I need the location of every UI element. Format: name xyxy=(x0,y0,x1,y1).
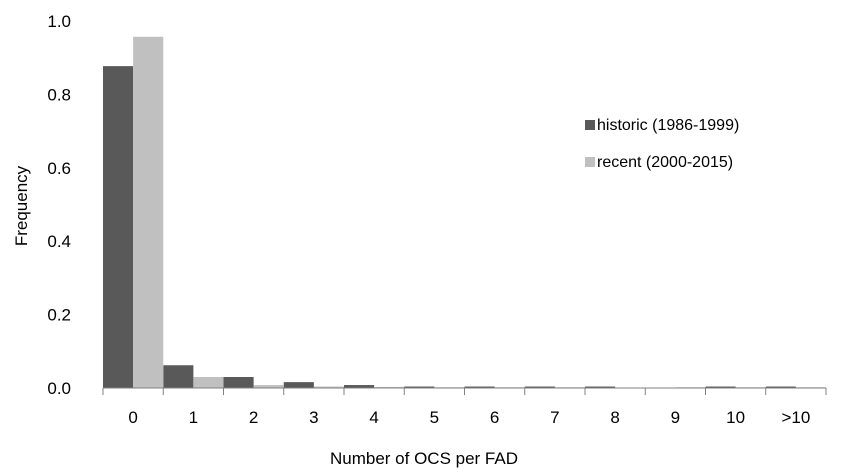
bar-series-1-cat-1 xyxy=(193,376,224,388)
bar-series-0-cat-4 xyxy=(344,385,375,388)
bar-series-0-cat-11 xyxy=(765,386,796,388)
y-tick-label: 0.0 xyxy=(47,379,71,398)
bars-group xyxy=(103,36,827,388)
y-tick-label: 0.8 xyxy=(47,85,71,104)
y-tick-label: 0.2 xyxy=(47,306,71,325)
bar-series-0-cat-2 xyxy=(223,376,254,388)
legend-label-1: recent (2000-2015) xyxy=(597,154,733,171)
y-tick-label: 0.4 xyxy=(47,232,71,251)
bar-series-0-cat-10 xyxy=(705,386,736,388)
x-tick-label: 7 xyxy=(550,408,559,427)
x-tick-label: 6 xyxy=(490,408,499,427)
x-axis-ticks xyxy=(102,388,827,395)
bar-series-0-cat-0 xyxy=(103,66,134,388)
bar-series-1-cat-4 xyxy=(374,386,405,388)
x-tick-label: >10 xyxy=(781,408,810,427)
legend-swatch-1 xyxy=(585,157,595,167)
x-tick-label: 4 xyxy=(369,408,378,427)
x-tick-label: 5 xyxy=(430,408,439,427)
bar-series-0-cat-1 xyxy=(163,365,194,388)
y-axis-tick-labels: 0.0 0.2 0.4 0.6 0.8 1.0 xyxy=(47,12,71,398)
x-tick-label: 0 xyxy=(128,408,137,427)
x-tick-label: 9 xyxy=(671,408,680,427)
x-axis-tick-labels: 0 1 2 3 4 5 6 7 8 9 10 >10 xyxy=(128,408,810,427)
x-tick-label: 1 xyxy=(189,408,198,427)
bar-series-0-cat-3 xyxy=(283,382,314,388)
y-axis-title: Frequency xyxy=(12,165,31,246)
bar-series-0-cat-8 xyxy=(585,386,616,388)
bar-series-0-cat-6 xyxy=(464,386,495,388)
legend-label-0: historic (1986-1999) xyxy=(597,117,739,134)
bar-series-1-cat-3 xyxy=(313,386,345,388)
x-tick-label: 2 xyxy=(249,408,258,427)
x-tick-label: 8 xyxy=(610,408,619,427)
bar-series-1-cat-2 xyxy=(253,385,284,388)
legend-swatch-0 xyxy=(585,120,595,130)
x-tick-label: 10 xyxy=(726,408,745,427)
x-tick-label: 3 xyxy=(309,408,318,427)
bar-series-0-cat-5 xyxy=(404,386,435,388)
y-tick-label: 1.0 xyxy=(47,12,71,31)
legend: historic (1986-1999) recent (2000-2015) xyxy=(585,117,739,171)
y-tick-label: 0.6 xyxy=(47,159,71,178)
x-axis-title: Number of OCS per FAD xyxy=(330,449,518,468)
bar-series-1-cat-0 xyxy=(133,36,164,388)
bar-series-0-cat-7 xyxy=(524,386,555,388)
